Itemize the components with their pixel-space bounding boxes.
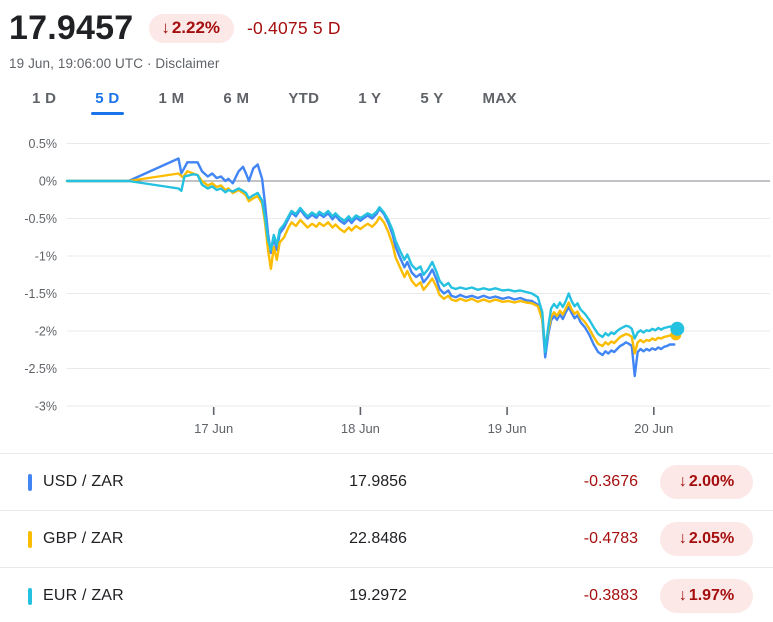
y-axis-label: -2% (35, 325, 57, 339)
y-axis-label: -3% (35, 400, 57, 414)
y-axis-label: -0.5% (24, 212, 57, 226)
tab-5d[interactable]: 5 D (91, 88, 124, 117)
separator-dot: · (146, 56, 152, 71)
change-percent-badge: ↓ 2.22% (149, 13, 235, 43)
chart-canvas[interactable]: 0.5% 0% -0.5% -1% -1.5% -2% -2.5% -3% 17 Jun 18 J… (0, 131, 773, 446)
pair-change: -0.4783 (583, 530, 638, 547)
pair-change: -0.3676 (583, 473, 638, 490)
pair-change-percent-badge: ↓ 1.97% (660, 579, 753, 613)
change-percent-value: 2.22% (171, 17, 221, 37)
table-row-gbp-zar[interactable]: GBP / ZAR 22.8486 -0.4783 ↓ 2.05% (0, 510, 773, 567)
current-price: 17.9457 (9, 9, 134, 47)
pair-price: 19.2972 (349, 587, 407, 604)
pair-change-percent-badge: ↓ 2.05% (660, 522, 753, 556)
pair-change: -0.3883 (583, 587, 638, 604)
tab-1m[interactable]: 1 M (158, 90, 185, 107)
pair-label: GBP / ZAR (43, 530, 124, 547)
pair-label: USD / ZAR (43, 473, 124, 490)
tab-1y[interactable]: 1 Y (358, 90, 382, 107)
down-arrow-icon: ↓ (678, 473, 687, 490)
change-absolute-period: -0.4075 5 D (247, 17, 341, 38)
price-chart[interactable]: 0.5% 0% -0.5% -1% -1.5% -2% -2.5% -3% 17 Jun 18 J… (0, 131, 773, 446)
down-arrow-icon: ↓ (678, 587, 687, 604)
series-line-usd-zar (65, 157, 676, 378)
x-axis-label: 18 Jun (341, 421, 380, 436)
time-range-tabs: 1 D 5 D 1 M 6 M YTD 1 Y 5 Y MAX (30, 88, 773, 117)
tab-ytd[interactable]: YTD (288, 90, 320, 107)
series-color-marker (28, 473, 32, 491)
y-axis-label: 0% (39, 175, 57, 189)
down-arrow-icon: ↓ (161, 17, 170, 37)
y-axis-label: 0.5% (29, 137, 58, 151)
y-axis-label: -1.5% (24, 287, 57, 301)
table-row-usd-zar[interactable]: USD / ZAR 17.9856 -0.3676 ↓ 2.00% (0, 453, 773, 510)
table-row-eur-zar[interactable]: EUR / ZAR 19.2972 -0.3883 ↓ 1.97% (0, 567, 773, 622)
y-axis-label: -1% (35, 250, 57, 264)
pair-change-percent: 2.05% (688, 530, 735, 547)
last-price-dot (670, 321, 685, 336)
disclaimer-link[interactable]: Disclaimer (155, 56, 220, 71)
quote-header: 17.9457 ↓ 2.22% -0.4075 5 D 19 Jun, 19:0… (0, 0, 773, 71)
y-axis-label: -2.5% (24, 362, 57, 376)
series-color-marker (28, 530, 32, 548)
pair-price: 22.8486 (349, 530, 407, 547)
tab-5y[interactable]: 5 Y (420, 90, 444, 107)
x-axis-label: 19 Jun (488, 421, 527, 436)
series-color-marker (28, 587, 32, 605)
timestamp: 19 Jun, 19:06:00 UTC (9, 56, 144, 71)
series-line-eur-zar (65, 173, 679, 354)
pair-change-percent: 1.97% (688, 587, 735, 604)
tab-max[interactable]: MAX (482, 90, 517, 107)
x-axis-label: 20 Jun (634, 421, 673, 436)
comparison-table: USD / ZAR 17.9856 -0.3676 ↓ 2.00% GBP / … (0, 453, 773, 622)
pair-change-percent: 2.00% (688, 473, 735, 490)
quote-subtitle: 19 Jun, 19:06:00 UTC · Disclaimer (9, 56, 773, 71)
pair-label: EUR / ZAR (43, 587, 124, 604)
pair-price: 17.9856 (349, 473, 407, 490)
down-arrow-icon: ↓ (678, 530, 687, 547)
x-axis-label: 17 Jun (194, 421, 233, 436)
tab-1d[interactable]: 1 D (32, 90, 57, 107)
tab-6m[interactable]: 6 M (223, 90, 250, 107)
pair-change-percent-badge: ↓ 2.00% (660, 465, 753, 499)
